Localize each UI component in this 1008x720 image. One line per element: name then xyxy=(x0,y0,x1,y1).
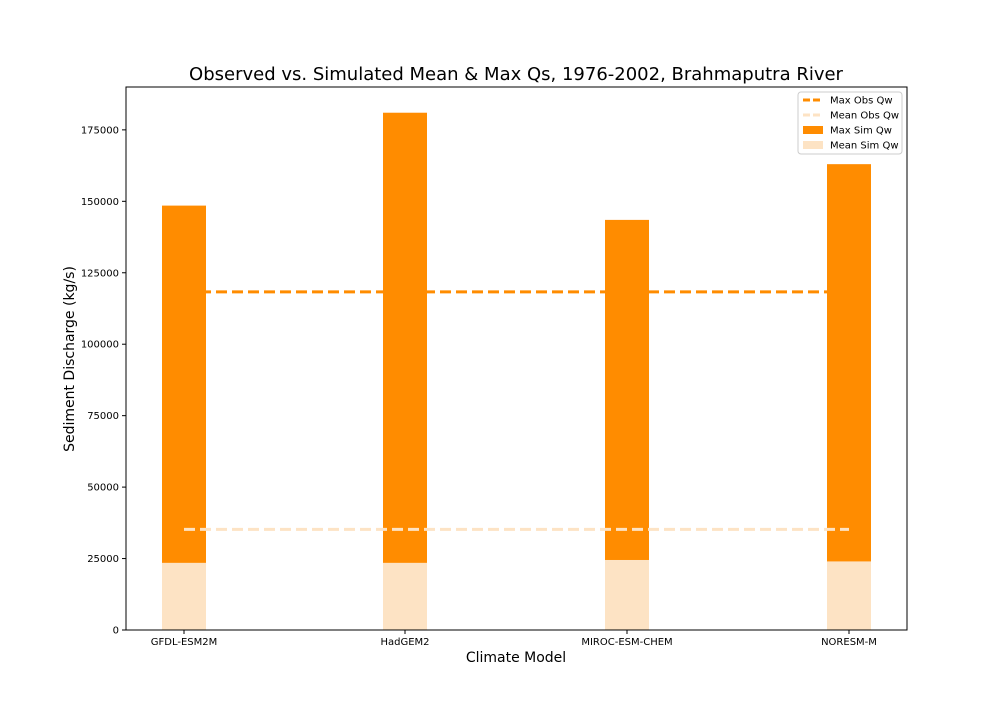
reference-lines-layer xyxy=(184,290,849,531)
bar-max-sim-1 xyxy=(383,112,427,630)
bar-mean-sim-1 xyxy=(383,562,427,630)
bar-mean-sim-3 xyxy=(827,561,871,630)
x-tick-label: NORESM-M xyxy=(821,637,877,648)
x-tick-label: MIROC-ESM-CHEM xyxy=(581,637,672,648)
chart-title: Observed vs. Simulated Mean & Max Qs, 19… xyxy=(189,64,844,85)
x-axis-label: Climate Model xyxy=(466,650,566,666)
legend-patch-swatch xyxy=(803,126,823,134)
legend-entry-label: Max Sim Qw xyxy=(830,126,892,137)
legend-entry-label: Max Obs Qw xyxy=(830,96,893,107)
y-tick-label: 75000 xyxy=(87,411,119,422)
plot-area-frame xyxy=(125,86,908,631)
legend-box xyxy=(797,91,903,155)
bar-max-sim-0 xyxy=(162,205,206,630)
y-axis: 0 25000 50000 75000 100000 125000 150000 175000 xyxy=(81,125,126,637)
y-tick-label: 100000 xyxy=(81,340,119,351)
x-tick-label: GFDL-ESM2M xyxy=(151,637,218,648)
y-axis-label: Sediment Discharge (kg/s) xyxy=(62,266,78,452)
legend-entry-label: Mean Sim Qw xyxy=(830,141,899,152)
y-tick-label: 25000 xyxy=(87,554,119,565)
x-tick-label: HadGEM2 xyxy=(380,637,429,648)
x-axis: GFDL-ESM2M HadGEM2 MIROC-ESM-CHEM NORESM-M xyxy=(151,630,877,648)
bar-max-sim-3 xyxy=(827,164,871,631)
legend-entry-label: Mean Obs Qw xyxy=(830,111,899,122)
bars-layer xyxy=(162,112,871,631)
bar-mean-sim-2 xyxy=(605,559,649,630)
y-tick-label: 0 xyxy=(113,626,119,637)
legend: Max Obs Qw Mean Obs Qw Max Sim Qw Mean Sim … xyxy=(797,91,903,155)
legend-patch-swatch xyxy=(803,141,823,149)
y-tick-label: 50000 xyxy=(87,483,119,494)
y-tick-label: 150000 xyxy=(81,197,119,208)
y-tick-label: 125000 xyxy=(81,268,119,279)
y-tick-label: 175000 xyxy=(81,125,119,136)
bar-mean-sim-0 xyxy=(162,562,206,630)
